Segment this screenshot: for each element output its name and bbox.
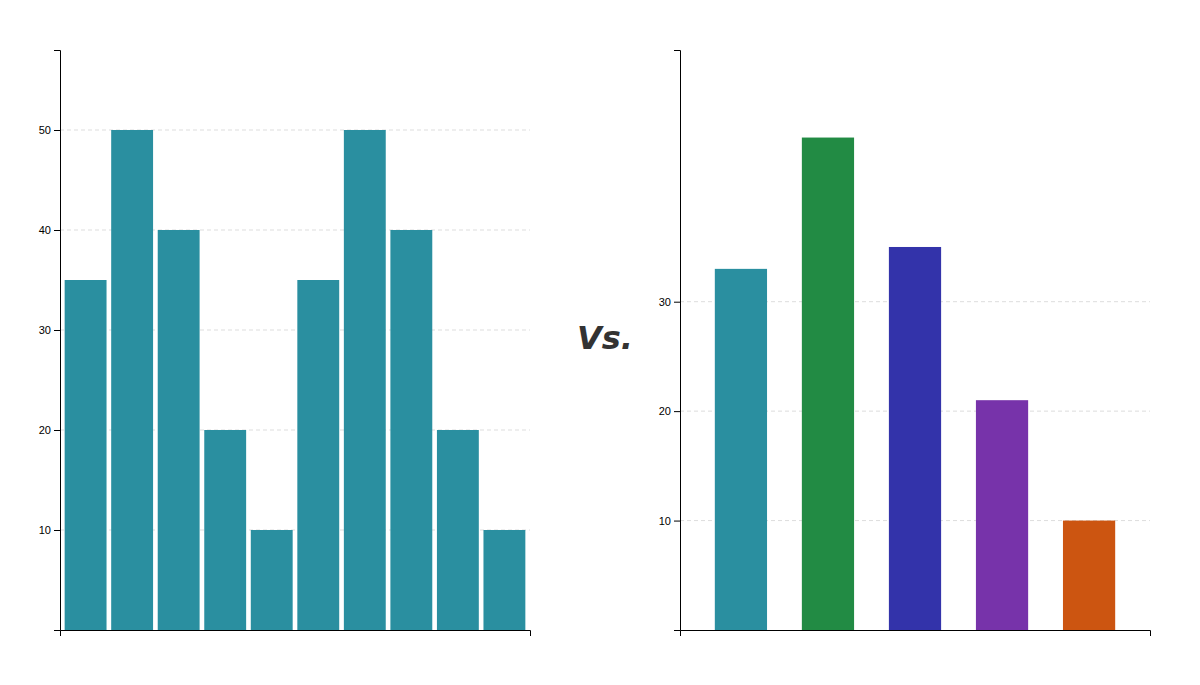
bar — [437, 430, 479, 630]
bar — [297, 280, 339, 630]
y-tick-label: 30 — [39, 324, 51, 336]
bar — [390, 230, 432, 630]
y-tick: 30 — [39, 324, 60, 336]
x-axis — [61, 631, 531, 637]
bar — [483, 530, 525, 630]
y-tick-label: 10 — [39, 524, 51, 536]
y-tick-mark — [54, 430, 60, 431]
bar — [976, 400, 1028, 630]
chart-canvas: 10 20 30 40 50 Vs. 10 20 30 — [0, 0, 1200, 685]
bar — [158, 230, 200, 630]
y-tick-label: 50 — [39, 124, 51, 136]
y-tick-mark — [674, 411, 680, 412]
y-tick-label: 40 — [39, 224, 51, 236]
y-tick-mark — [674, 521, 680, 522]
bar — [65, 280, 107, 630]
x-axis-line — [61, 631, 531, 637]
y-tick-label: 30 — [659, 296, 671, 308]
y-tick: 40 — [39, 224, 60, 236]
y-tick-mark — [54, 530, 60, 531]
y-tick-label: 20 — [659, 405, 671, 417]
y-tick: 20 — [659, 405, 680, 417]
y-tick: 20 — [39, 424, 60, 436]
y-axis-line — [54, 51, 61, 631]
bar — [204, 430, 246, 630]
bar — [251, 530, 293, 630]
x-axis-line — [681, 631, 1151, 637]
y-tick-label: 10 — [659, 515, 671, 527]
annotation: Vs. — [577, 319, 633, 357]
y-axis-line — [674, 51, 681, 631]
chart: 10 20 30 — [659, 51, 1151, 637]
y-tick: 10 — [39, 524, 60, 536]
x-axis — [681, 631, 1151, 637]
bar — [715, 269, 767, 630]
chart: 10 20 30 40 50 — [39, 51, 531, 637]
marks — [65, 130, 526, 630]
y-tick: 10 — [659, 515, 680, 527]
bar — [111, 130, 153, 630]
y-tick: 50 — [39, 124, 60, 136]
y-tick-mark — [54, 230, 60, 231]
y-tick-mark — [54, 330, 60, 331]
y-tick-mark — [54, 130, 60, 131]
y-axis: 10 20 30 40 50 — [39, 51, 61, 631]
y-tick-label: 20 — [39, 424, 51, 436]
marks — [715, 138, 1115, 630]
bar — [802, 138, 854, 630]
bar — [344, 130, 386, 630]
bar — [889, 247, 941, 630]
y-tick-mark — [674, 302, 680, 303]
y-axis: 10 20 30 — [659, 51, 681, 631]
bar — [1063, 521, 1115, 630]
y-tick: 30 — [659, 296, 680, 308]
